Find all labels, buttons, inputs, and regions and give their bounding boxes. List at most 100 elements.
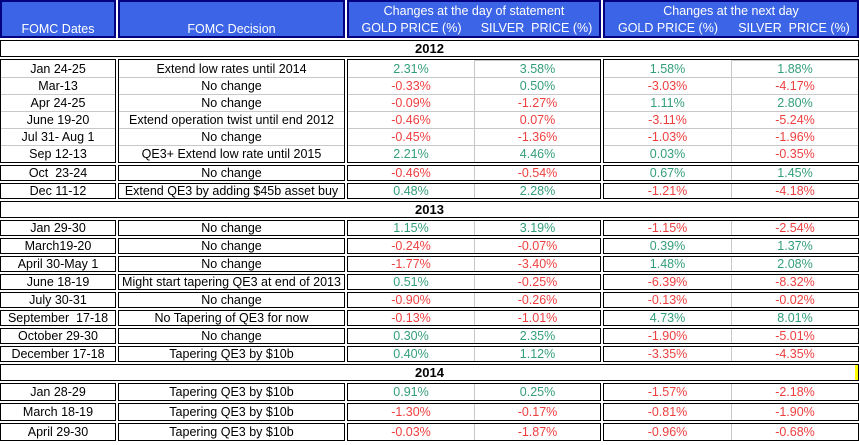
silver-next-day-value-cell: 2.80% <box>731 94 858 111</box>
gold-next-day-value-cell: 0.39% <box>649 239 686 253</box>
gold-statement-value-cell: 2.31% <box>393 61 429 76</box>
silver-statement-value-cell: 3.19% <box>474 221 600 235</box>
statement-values-box: 2.31% 3.58% -0.33% 0.50% -0.09% -1.27% -0.46% 0… <box>347 59 601 163</box>
date-cell: October 29-30 <box>18 329 98 343</box>
decision-cell: No Tapering of QE3 for now <box>154 311 309 325</box>
decision-column-box: Tapering QE3 by $10b <box>118 403 345 421</box>
gold-statement-value-cell: 0.48% <box>393 184 429 198</box>
gold-statement-value-cell: -0.13% <box>391 311 431 325</box>
decision-cell: QE3+ Extend low rate until 2015 <box>119 145 344 162</box>
dates-column-box: March 18-19 <box>0 403 116 421</box>
decision-cell: No change <box>201 257 262 271</box>
date-cell: June 19-20 <box>1 111 115 128</box>
silver-statement-value-cell: -0.54% <box>474 166 600 180</box>
date-cell: July 30-31 <box>29 293 87 307</box>
table-row-group: March 18-19 Tapering QE3 by $10b -1.30% -0.… <box>0 403 859 421</box>
table-row-group: Jan 28-29 Tapering QE3 by $10b 0.91% 0.25% -… <box>0 383 859 401</box>
silver-statement-value-cell: -1.01% <box>474 311 600 325</box>
header-subcolumns-statement: GOLD PRICE (%) SILVER PRICE (%) <box>349 19 599 36</box>
gold-statement-value-cell: -0.09% <box>348 94 474 111</box>
dates-column-box: Jan 29-30 <box>0 220 116 236</box>
date-cell: Jan 29-30 <box>30 221 86 235</box>
decision-cell: No change <box>119 94 344 111</box>
next-day-values-box: -1.57% -2.18% <box>603 383 859 401</box>
decision-cell: No change <box>201 239 262 253</box>
date-cell: Apr 24-25 <box>1 94 115 111</box>
decision-column-box: No change <box>118 328 345 344</box>
silver-next-day-value-cell: 1.37% <box>731 239 858 253</box>
gold-next-day-value-cell: -0.96% <box>647 425 688 439</box>
silver-statement-value-cell: 2.28% <box>474 184 600 198</box>
gold-next-day-value-cell: -0.13% <box>647 293 688 307</box>
gold-next-day-value-cell: -1.03% <box>604 128 731 145</box>
next-day-values-box: -1.21% -4.18% <box>603 183 859 199</box>
dates-column-box: Jan 28-29 <box>0 383 116 401</box>
date-cell: September 17-18 <box>7 311 109 325</box>
silver-statement-value-cell: -1.27% <box>474 94 600 111</box>
silver-next-day-value-cell: 8.01% <box>731 311 858 325</box>
next-day-values-box: 0.67% 1.45% <box>603 165 859 181</box>
silver-next-day-value-cell: -0.68% <box>731 424 858 440</box>
gold-next-day-value-cell: -3.03% <box>604 77 731 94</box>
next-day-values-box: 4.73% 8.01% <box>603 310 859 326</box>
header-subcolumns-next-day: GOLD PRICE (%) SILVER PRICE (%) <box>605 19 857 36</box>
decision-column-box: No Tapering of QE3 for now <box>118 310 345 326</box>
table-row-group: June 18-19 Might start tapering QE3 at en… <box>0 274 859 290</box>
date-cell: June 18-19 <box>26 275 90 289</box>
date-cell: March 18-19 <box>22 405 94 419</box>
next-day-values-box: -0.96% -0.68% <box>603 423 859 441</box>
statement-values-box: -0.46% -0.54% <box>347 165 601 181</box>
table-row-group: Jan 24-25 Mar-13 Apr 24-25 June 19-20 Jul 31… <box>0 59 859 163</box>
date-cell: December 17-18 <box>11 347 105 361</box>
dates-column-box: Jan 24-25 Mar-13 Apr 24-25 June 19-20 Jul 31… <box>0 59 116 163</box>
decision-column-box: No change <box>118 220 345 236</box>
decision-cell: Tapering QE3 by $10b <box>169 385 294 399</box>
gold-statement-value-cell: -0.90% <box>391 293 431 307</box>
header-group-title-statement: Changes at the day of statement <box>383 3 565 18</box>
date-cell: Oct 23-24 <box>28 166 88 180</box>
next-day-values-box: -3.35% -4.35% <box>603 346 859 362</box>
table-row-group: Oct 23-24 No change -0.46% -0.54% 0.67% 1.45% <box>0 165 859 181</box>
silver-next-day-value-cell: -0.35% <box>731 145 858 162</box>
date-cell: April 29-30 <box>27 425 89 439</box>
section-year-label-box: 2014 <box>0 364 859 381</box>
header-label-gold-next-day: GOLD PRICE (%) <box>617 20 718 35</box>
gold-statement-value-cell: -1.77% <box>391 257 431 271</box>
silver-statement-value-cell: 4.46% <box>474 145 600 162</box>
gold-statement-value-cell: 0.91% <box>393 385 429 399</box>
date-cell: April 30-May 1 <box>17 257 99 271</box>
date-cell: Jan 28-29 <box>30 385 86 399</box>
section-year-row: 2013 <box>0 201 859 218</box>
gold-statement-value-cell: 1.15% <box>393 221 429 235</box>
header-group-day-of-statement: Changes at the day of statement GOLD PRI… <box>347 0 601 38</box>
gold-next-day-value-cell: -3.35% <box>647 347 688 361</box>
silver-statement-value-cell: -0.07% <box>474 239 600 253</box>
dates-column-box: June 18-19 <box>0 274 116 290</box>
statement-values-box: -1.30% -0.17% <box>347 403 601 421</box>
gold-statement-value-cell: 0.30% <box>393 329 429 343</box>
gold-next-day-value-cell: 1.48% <box>649 257 686 271</box>
dates-column-box: December 17-18 <box>0 346 116 362</box>
table-row-group: December 17-18 Tapering QE3 by $10b 0.40% 1… <box>0 346 859 362</box>
next-day-values-box: -1.15% -2.54% <box>603 220 859 236</box>
dates-column-box: April 30-May 1 <box>0 256 116 272</box>
silver-next-day-value-cell: 2.08% <box>731 257 858 271</box>
gold-next-day-value-cell: -6.39% <box>647 275 688 289</box>
table-row-group: July 30-31 No change -0.90% -0.26% -0.13% -0.… <box>0 292 859 308</box>
decision-cell: No change <box>119 77 344 94</box>
table-row-group: Dec 11-12 Extend QE3 by adding $45b asset… <box>0 183 859 199</box>
gold-next-day-value-cell: -1.15% <box>647 221 688 235</box>
decision-cell: Extend operation twist until end 2012 <box>119 111 344 128</box>
decision-column-box: Extend QE3 by adding $45b asset buy <box>118 183 345 199</box>
silver-next-day-value-cell: -1.90% <box>731 404 858 420</box>
silver-next-day-value-cell: -8.32% <box>731 275 858 289</box>
gold-next-day-value-cell: 1.11% <box>604 94 731 111</box>
decision-column-box: Might start tapering QE3 at end of 2013 <box>118 274 345 290</box>
gold-next-day-value-cell: 4.73% <box>649 311 686 325</box>
header-label-silver-next-day: SILVER PRICE (%) <box>738 20 850 35</box>
silver-next-day-value-cell: -2.18% <box>731 384 858 400</box>
decision-column-box: No change <box>118 165 345 181</box>
decision-column-box: No change <box>118 238 345 254</box>
dates-column-box: Dec 11-12 <box>0 183 116 199</box>
